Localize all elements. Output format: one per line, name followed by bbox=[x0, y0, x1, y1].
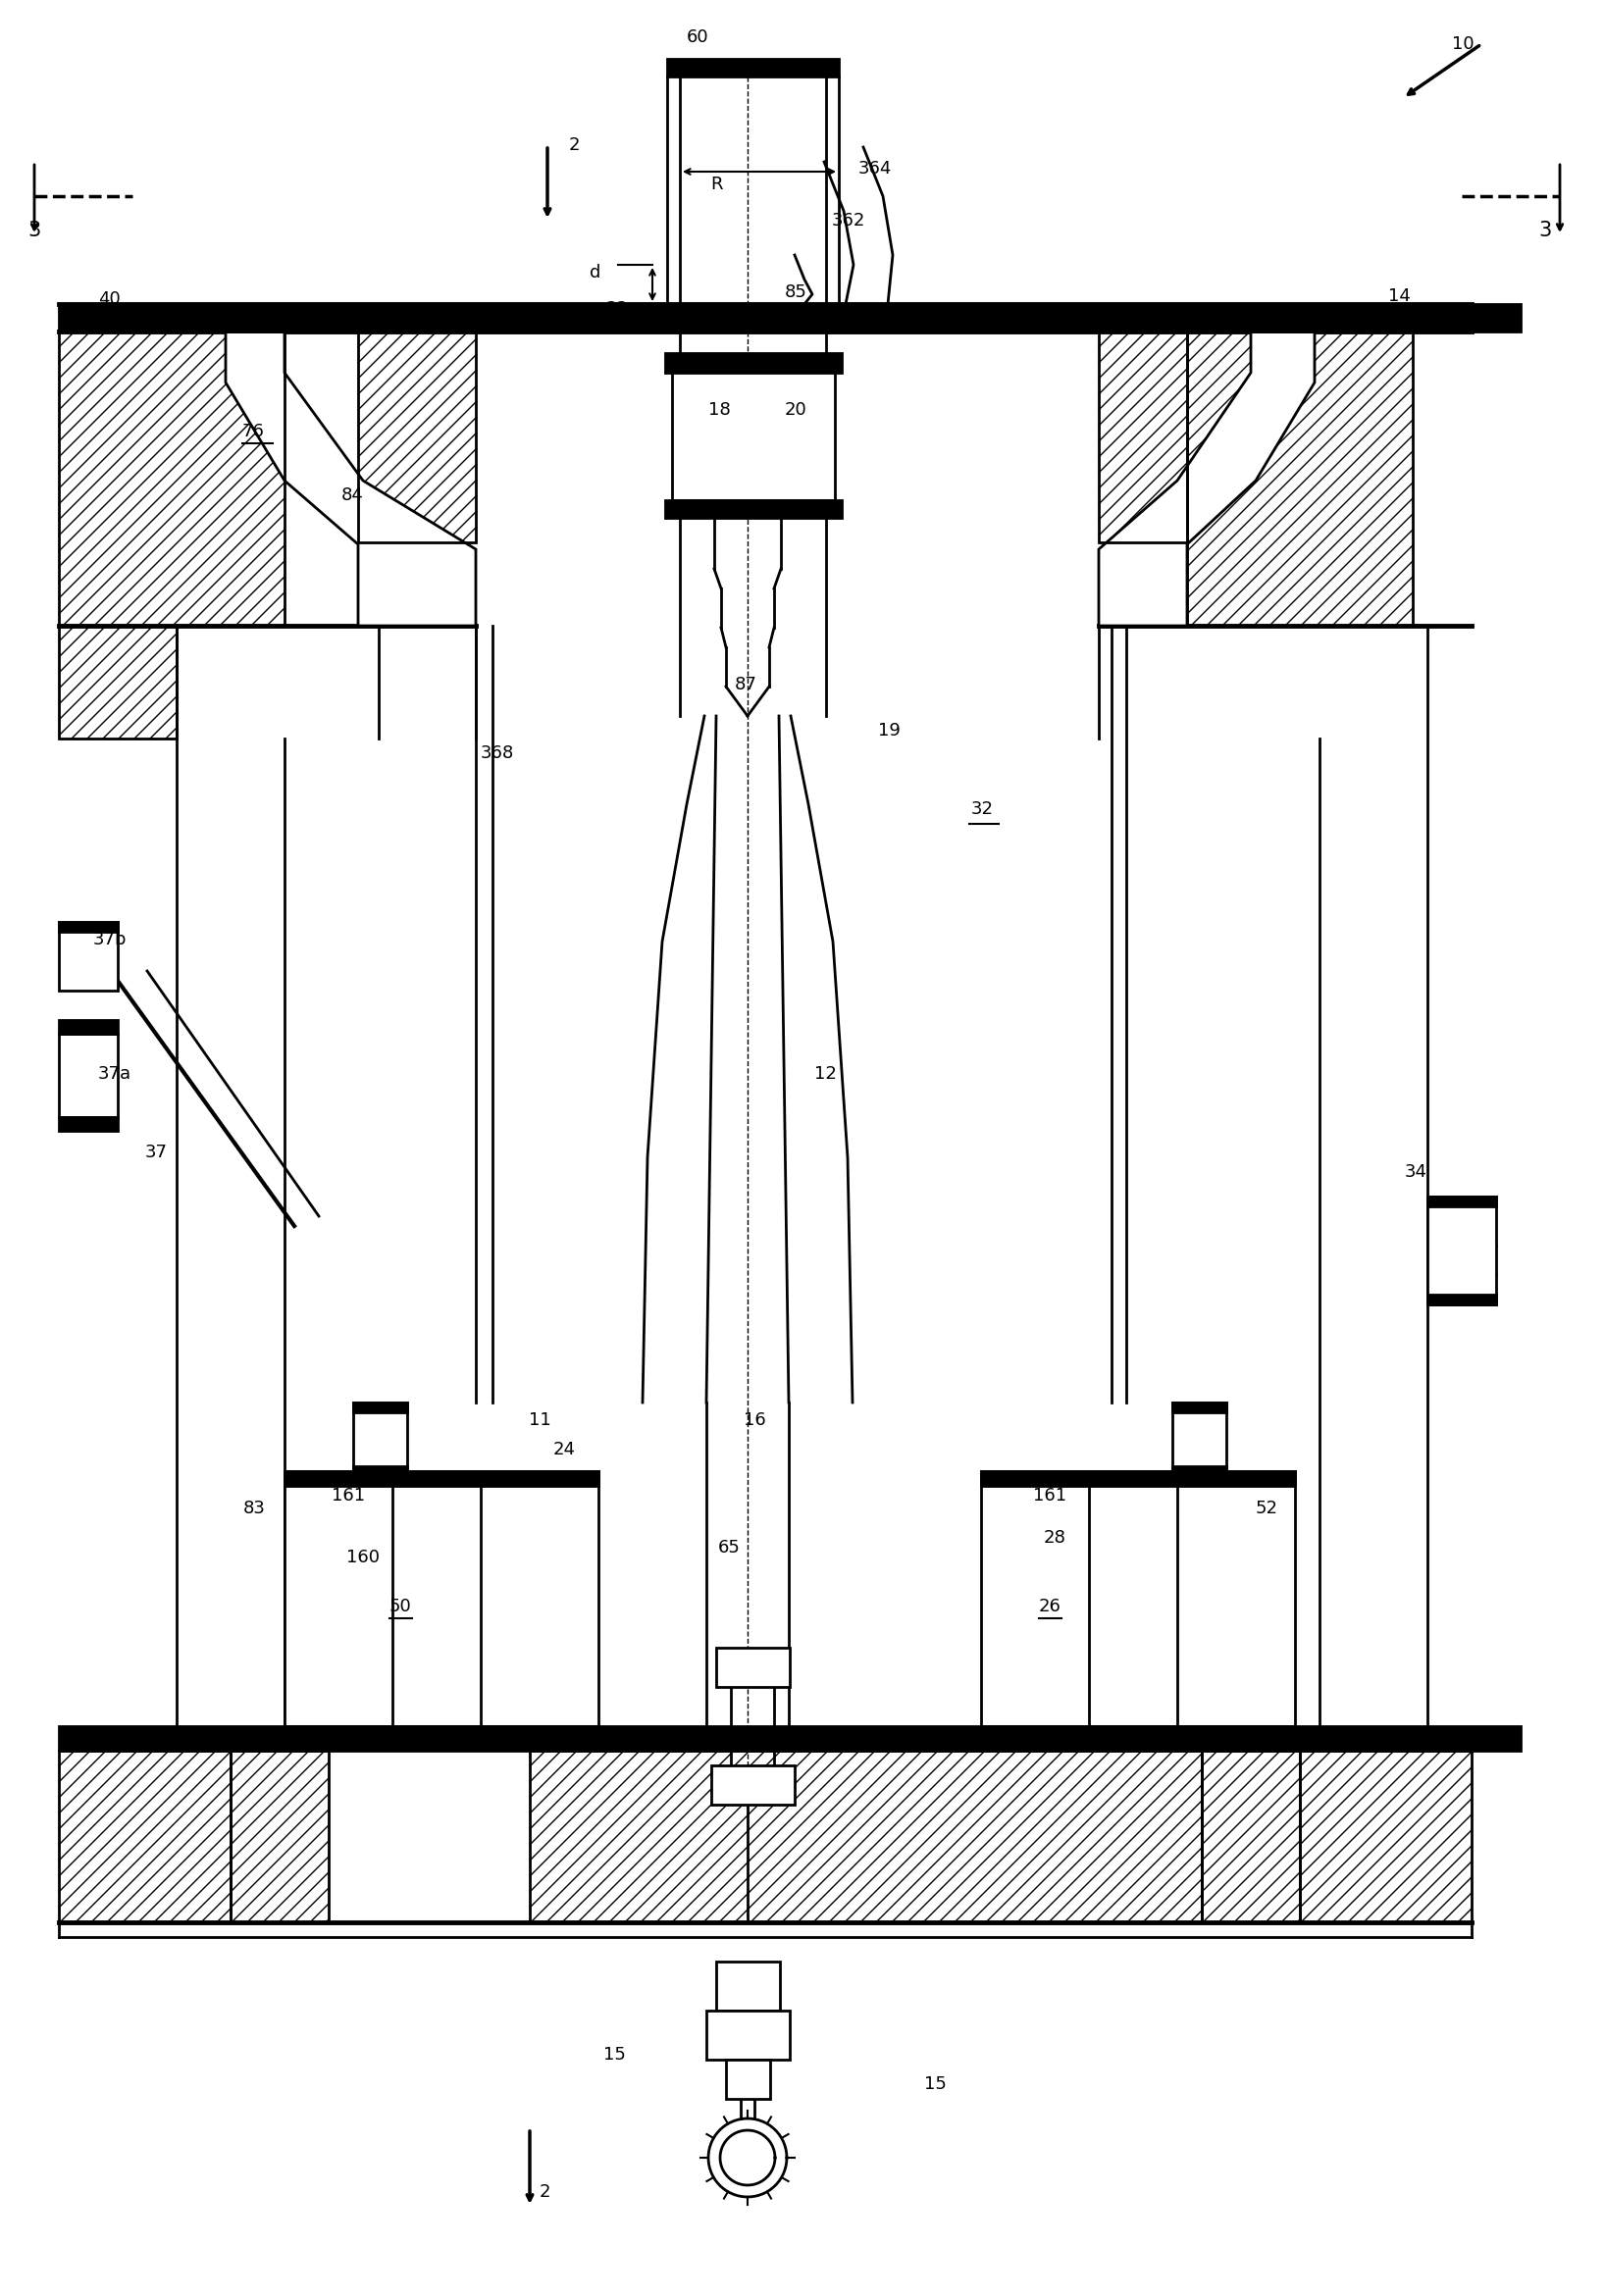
Bar bbox=[59, 331, 284, 627]
Text: R: R bbox=[711, 174, 722, 193]
Text: 15: 15 bbox=[603, 2046, 626, 2064]
Text: 87: 87 bbox=[735, 675, 757, 693]
Text: 18: 18 bbox=[709, 402, 731, 418]
Bar bbox=[1187, 331, 1413, 627]
Text: 368: 368 bbox=[481, 744, 515, 762]
Bar bbox=[1299, 1750, 1471, 1922]
Text: 32: 32 bbox=[972, 801, 994, 817]
Text: 85: 85 bbox=[784, 282, 807, 301]
Text: 11: 11 bbox=[528, 1412, 550, 1428]
Text: 161: 161 bbox=[1033, 1488, 1067, 1504]
Bar bbox=[1187, 331, 1413, 627]
Bar bbox=[672, 372, 834, 501]
Bar bbox=[353, 1467, 407, 1476]
Bar bbox=[1099, 331, 1187, 542]
Bar bbox=[59, 1727, 1521, 1750]
Bar bbox=[358, 331, 476, 542]
Text: 40: 40 bbox=[98, 289, 120, 308]
Text: 14: 14 bbox=[1387, 287, 1410, 305]
Bar bbox=[1099, 331, 1187, 542]
Bar bbox=[59, 923, 117, 932]
Text: 12: 12 bbox=[815, 1065, 837, 1084]
Text: 2: 2 bbox=[539, 2183, 550, 2202]
Bar bbox=[529, 1750, 1201, 1922]
Bar bbox=[59, 331, 284, 627]
Text: 362: 362 bbox=[832, 211, 866, 230]
Text: 364: 364 bbox=[858, 161, 892, 177]
Bar bbox=[1428, 1295, 1497, 1304]
Text: 84: 84 bbox=[342, 487, 364, 505]
Text: 83: 83 bbox=[244, 1499, 266, 1518]
Text: 19: 19 bbox=[877, 721, 900, 739]
Bar bbox=[727, 2060, 770, 2099]
Bar bbox=[231, 1750, 329, 1922]
PathPatch shape bbox=[1099, 331, 1315, 627]
Bar bbox=[1173, 1467, 1227, 1476]
Bar bbox=[59, 1750, 231, 1922]
Bar bbox=[59, 1019, 117, 1033]
Bar bbox=[284, 1472, 598, 1727]
PathPatch shape bbox=[226, 331, 476, 627]
Bar bbox=[1173, 1403, 1227, 1476]
Bar bbox=[353, 1403, 407, 1412]
Text: 76: 76 bbox=[242, 422, 265, 441]
Bar bbox=[1428, 1196, 1497, 1304]
Text: 26: 26 bbox=[1038, 1598, 1060, 1616]
Bar bbox=[706, 2011, 789, 2060]
Bar bbox=[59, 1033, 117, 1118]
Text: 37: 37 bbox=[146, 1143, 168, 1162]
Text: 20: 20 bbox=[784, 402, 807, 418]
Bar bbox=[715, 1649, 789, 1688]
Text: 10: 10 bbox=[1452, 34, 1474, 53]
Bar bbox=[666, 501, 842, 519]
Text: 24: 24 bbox=[553, 1442, 576, 1458]
Bar bbox=[284, 1472, 598, 1486]
Text: 52: 52 bbox=[1256, 1499, 1278, 1518]
Text: 22: 22 bbox=[606, 301, 629, 317]
Bar bbox=[59, 1750, 231, 1922]
Text: 37a: 37a bbox=[98, 1065, 132, 1084]
Bar bbox=[59, 303, 1521, 331]
Text: 50: 50 bbox=[390, 1598, 411, 1616]
Text: 37b: 37b bbox=[93, 930, 127, 948]
Bar bbox=[1201, 1750, 1299, 1922]
Bar bbox=[711, 1766, 794, 1805]
Text: d: d bbox=[590, 264, 602, 282]
Bar bbox=[666, 354, 842, 372]
Text: 28: 28 bbox=[1043, 1529, 1065, 1548]
Text: 65: 65 bbox=[719, 1538, 741, 1557]
Bar bbox=[1173, 1403, 1227, 1412]
Bar bbox=[59, 1118, 117, 1132]
Bar bbox=[59, 627, 176, 739]
Text: 3: 3 bbox=[1538, 220, 1551, 241]
Text: 34: 34 bbox=[1405, 1164, 1428, 1180]
Bar bbox=[1299, 1750, 1471, 1922]
Bar bbox=[358, 331, 476, 542]
Bar bbox=[231, 1750, 329, 1922]
Text: 16: 16 bbox=[744, 1412, 767, 1428]
Bar bbox=[529, 1750, 1201, 1922]
Text: 60: 60 bbox=[687, 28, 709, 46]
Bar bbox=[667, 60, 839, 76]
Text: 2: 2 bbox=[569, 135, 581, 154]
Text: 3: 3 bbox=[27, 220, 40, 241]
Bar bbox=[59, 627, 176, 739]
Text: 161: 161 bbox=[332, 1488, 366, 1504]
Bar bbox=[353, 1403, 407, 1476]
Bar bbox=[715, 1961, 780, 2011]
Text: 15: 15 bbox=[924, 2076, 946, 2094]
Bar bbox=[1428, 1196, 1497, 1205]
Text: 160: 160 bbox=[346, 1548, 380, 1566]
Bar bbox=[982, 1472, 1294, 1727]
Bar bbox=[982, 1472, 1294, 1486]
Bar bbox=[59, 923, 117, 990]
Bar bbox=[1201, 1750, 1299, 1922]
